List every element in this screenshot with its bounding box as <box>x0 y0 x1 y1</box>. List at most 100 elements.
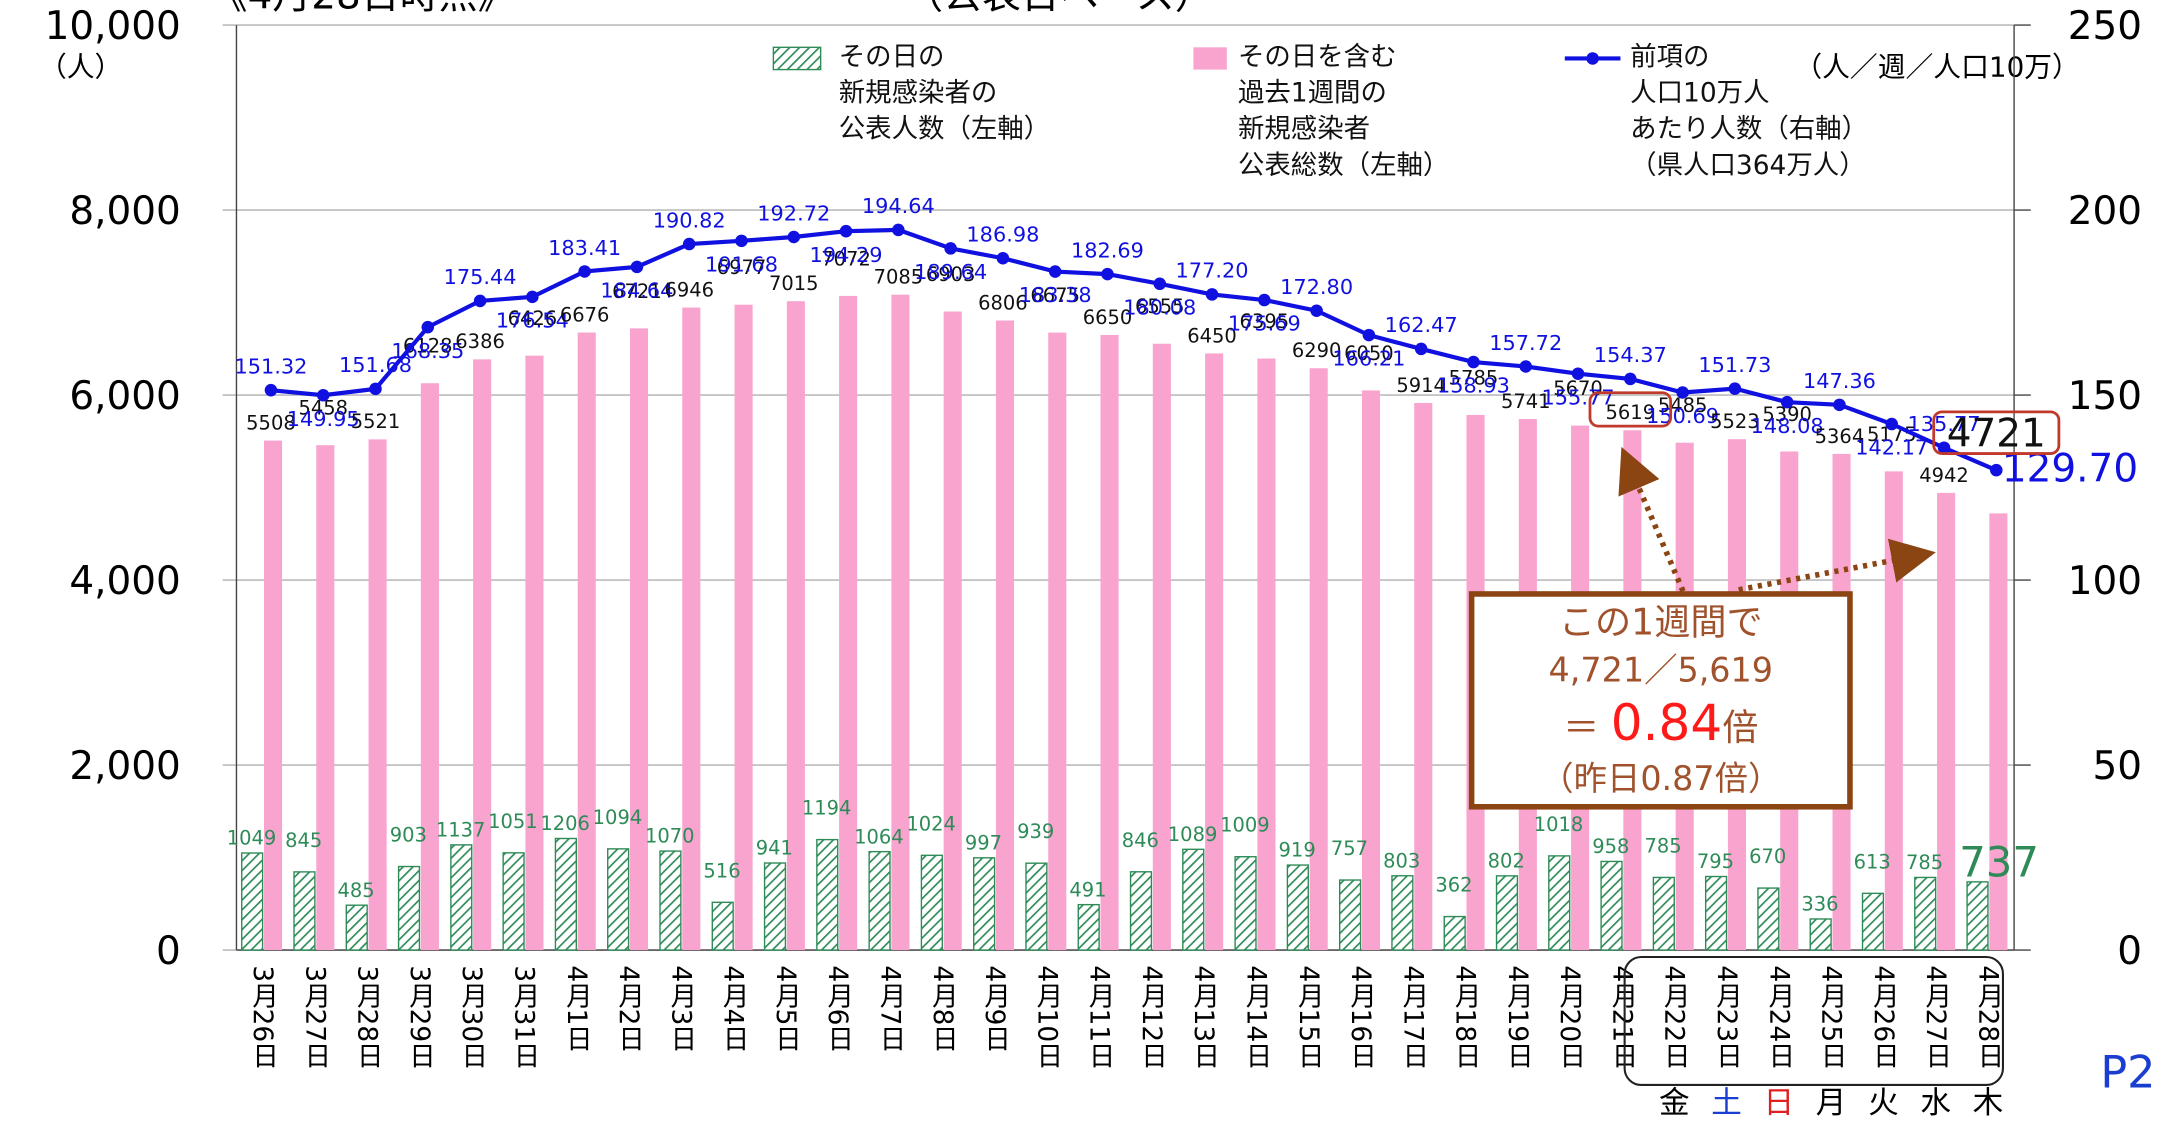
y-tick-label: 0 <box>156 929 181 974</box>
rate-label: 189.64 <box>914 260 987 284</box>
rate-label: 180.08 <box>1123 295 1196 319</box>
x-tick-label: 3月26日 <box>247 965 278 1068</box>
rate-label: 150.69 <box>1646 404 1719 428</box>
daily-bar <box>711 901 734 951</box>
x-tick-label: 4月2日 <box>613 965 644 1051</box>
x-tick-label: 4月16日 <box>1345 965 1376 1068</box>
weekly-bar <box>1152 343 1171 951</box>
weekly-label: 5785 <box>1449 366 1499 389</box>
daily-bar <box>1286 864 1309 951</box>
daily-label: 846 <box>1122 829 1159 852</box>
annotation-text: ＝ 0.84倍 <box>1563 694 1758 752</box>
weekly-label: 6386 <box>455 330 505 353</box>
weekly-label: 5521 <box>351 410 401 433</box>
weekly-bar <box>629 328 649 951</box>
weekly-label: 6806 <box>978 291 1028 314</box>
rate-label: 155.77 <box>1542 385 1615 409</box>
daily-bar <box>502 852 525 951</box>
weekly-bar <box>1989 513 2008 951</box>
legend-swatch <box>1193 47 1227 70</box>
rate-point <box>1519 360 1533 373</box>
daily-label: 919 <box>1279 839 1316 862</box>
daily-bar <box>1861 892 1885 951</box>
y2-tick-label: 50 <box>2093 744 2143 789</box>
rate-label: 151.32 <box>234 354 307 378</box>
rate-label: 151.73 <box>1698 353 1771 377</box>
weekly-label: 4721 <box>1947 412 2046 457</box>
rate-label: 158.93 <box>1437 374 1510 398</box>
rate-label: 148.08 <box>1751 414 1824 438</box>
weekly-bar <box>1414 403 1433 951</box>
daily-bar <box>763 862 787 951</box>
y2-axis-unit: （人／週／人口10万） <box>1794 51 2080 84</box>
rate-point <box>1258 293 1271 307</box>
daily-label: 362 <box>1435 874 1472 897</box>
daily-bar <box>1914 876 1937 951</box>
daily-bar <box>293 871 316 951</box>
rate-point <box>996 251 1010 265</box>
daily-bar <box>607 848 630 951</box>
daily-bar <box>1704 875 1728 951</box>
weekly-label: 6721 <box>612 280 662 303</box>
weekly-bar <box>525 355 544 951</box>
rate-point <box>369 382 382 396</box>
daily-label: 737 <box>1959 837 2039 886</box>
weekly-label: 6650 <box>1083 306 1133 329</box>
rate-point <box>1101 267 1114 281</box>
daily-label: 670 <box>1749 845 1786 868</box>
daily-label: 795 <box>1697 850 1734 873</box>
daily-label: 1094 <box>593 806 643 829</box>
rate-label: 154.37 <box>1594 343 1667 367</box>
x-tick-label: 4月1日 <box>561 965 592 1051</box>
rate-label: 175.69 <box>1228 312 1301 336</box>
page-number: P2 <box>2100 1048 2155 1099</box>
rate-point <box>1885 417 1898 431</box>
weekly-label: 5458 <box>298 397 348 420</box>
x-tick-label: 4月9日 <box>979 965 1010 1051</box>
daily-bar <box>1966 881 1989 951</box>
daily-bar <box>973 857 996 951</box>
rate-point <box>1153 277 1167 291</box>
weekday-label: 金 <box>1659 1086 1690 1117</box>
rate-point <box>839 224 853 238</box>
daily-bar <box>816 838 839 951</box>
daily-label: 1009 <box>1220 814 1270 837</box>
daily-bar <box>1025 862 1048 951</box>
x-tick-label: 3月30日 <box>456 965 487 1068</box>
annotation-text: 4,721／5,619 <box>1549 651 1773 690</box>
x-tick-label: 4月24日 <box>1763 965 1794 1068</box>
legend-label: その日の 新規感染者の 公表人数（左軸） <box>838 41 1051 145</box>
chart-subtitle: （公表日ベース） <box>904 0 1214 18</box>
weekly-label: 4942 <box>1919 464 1969 487</box>
daily-bar <box>397 865 421 951</box>
y2-tick-label: 0 <box>2117 929 2142 974</box>
rate-label: 183.38 <box>1019 283 1092 307</box>
weekly-bar <box>891 294 910 951</box>
rate-point <box>1467 355 1480 369</box>
daily-bar <box>1234 856 1257 951</box>
weekly-bar <box>263 440 283 951</box>
rate-label: 192.72 <box>757 201 830 225</box>
daily-label: 1049 <box>227 827 277 850</box>
y2-tick-label: 200 <box>2068 189 2142 234</box>
weekly-label: 7085 <box>874 266 924 289</box>
annotation-value: 0.84 <box>1611 694 1722 752</box>
x-tick-label: 3月27日 <box>299 965 330 1068</box>
daily-bar <box>1077 903 1100 951</box>
annotation: この1週間で 4,721／5,619 ＝ 0.84倍 （昨日0.87倍） <box>1468 446 1936 810</box>
rate-point <box>1728 382 1742 395</box>
rate-point <box>526 290 539 304</box>
rate-point <box>1676 386 1689 399</box>
rate-point <box>1362 328 1376 342</box>
daily-label: 1137 <box>436 819 486 842</box>
daily-bar <box>868 850 891 951</box>
weekly-bar <box>839 295 858 951</box>
daily-label: 1194 <box>802 797 852 820</box>
annotation-box <box>1468 591 1853 810</box>
weekly-bar <box>473 359 492 951</box>
y-tick-label: 6,000 <box>69 374 180 419</box>
y2-tick-label: 250 <box>2068 4 2142 49</box>
daily-bar <box>554 837 577 951</box>
daily-bar <box>345 904 368 951</box>
